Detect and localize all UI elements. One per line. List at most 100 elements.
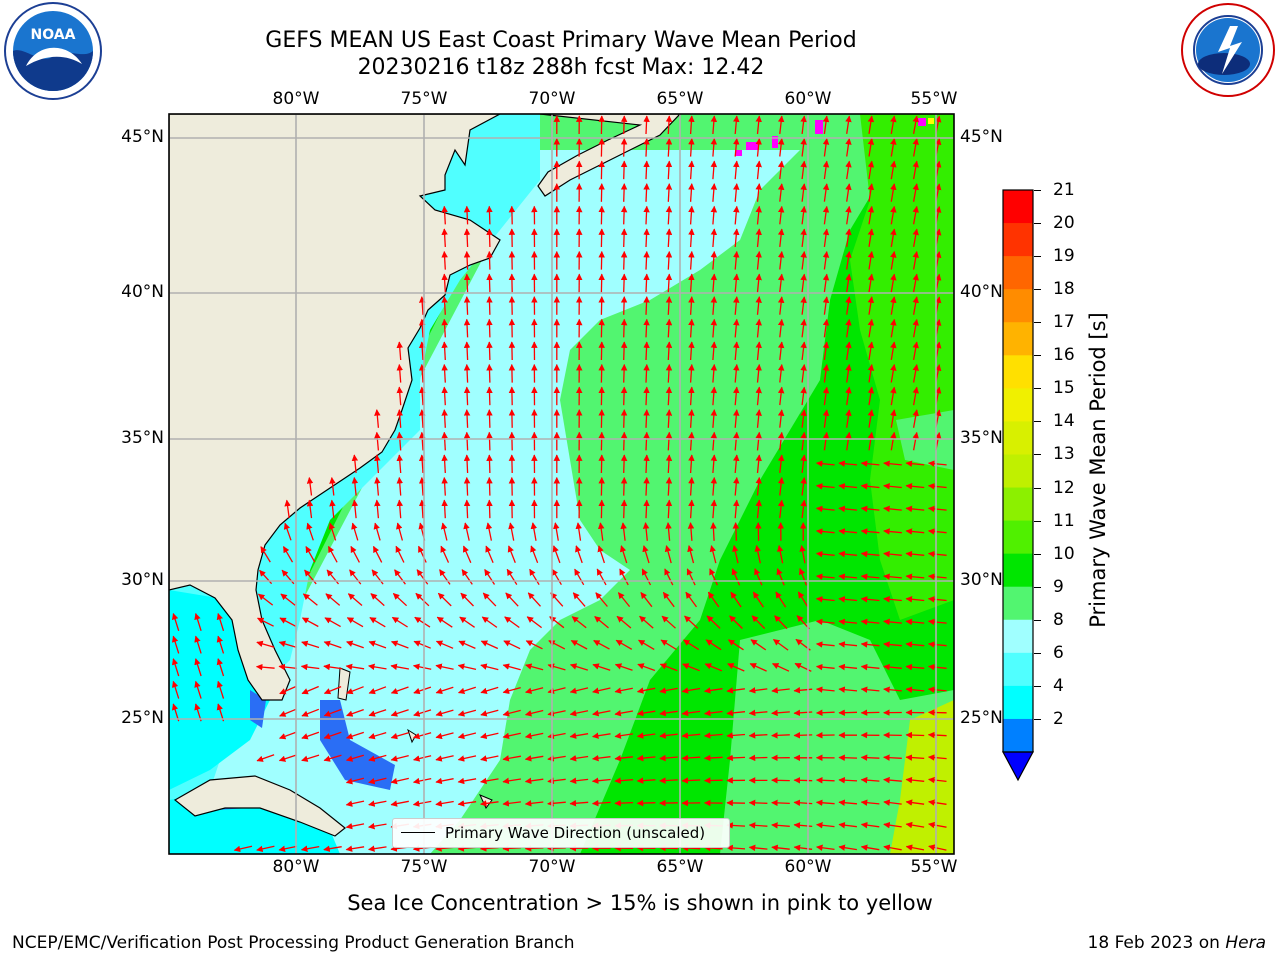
wave-arrow (665, 499, 673, 519)
wave-arrow (905, 596, 925, 603)
wave-arrow (351, 476, 359, 496)
wave-arrow (547, 732, 566, 739)
wave-arrow (547, 663, 566, 671)
wave-arrow (733, 363, 740, 383)
wave-arrow (418, 386, 426, 406)
wave-arrow (486, 409, 493, 428)
wave-arrow (620, 115, 628, 135)
wave-arrow (396, 386, 403, 406)
wave-arrow (905, 844, 925, 851)
wave-arrow (883, 754, 902, 761)
wave-arrow (396, 431, 403, 451)
wave-arrow (592, 663, 611, 671)
wave-arrow (815, 550, 835, 558)
wave-arrow (845, 115, 852, 134)
wave-arrow (845, 228, 852, 247)
wave-arrow (800, 499, 807, 519)
wave-arrow (800, 431, 807, 451)
wave-arrow (301, 640, 320, 649)
wave-arrow (927, 686, 947, 693)
wave-arrow (575, 545, 583, 564)
wave-arrow (912, 160, 919, 180)
wave-arrow (480, 709, 499, 717)
wave-arrow (815, 799, 835, 806)
wave-arrow (616, 615, 632, 629)
wave-arrow (748, 687, 768, 694)
lon-label-bottom-75w: 75°W (400, 857, 448, 877)
wave-arrow (569, 777, 589, 784)
wave-arrow (883, 596, 902, 603)
wave-arrow (883, 483, 902, 490)
wave-arrow (797, 591, 809, 608)
wave-arrow (883, 618, 902, 626)
wave-arrow (748, 822, 768, 829)
wave-arrow (418, 499, 426, 519)
wave-arrow (665, 183, 673, 202)
wave-arrow (883, 505, 902, 513)
wave-arrow (486, 341, 493, 361)
wave-arrow (524, 777, 544, 785)
wave-arrow (705, 639, 722, 651)
wave-arrow (815, 460, 835, 467)
wave-arrow (890, 386, 897, 406)
wave-arrow (370, 593, 385, 607)
wave-arrow (463, 341, 471, 361)
lat-label-right-30n: 30°N (960, 570, 1003, 590)
wave-arrow (867, 228, 875, 248)
wave-arrow (867, 273, 875, 293)
wave-arrow (441, 431, 448, 451)
wave-arrow (463, 205, 471, 225)
colorbar-band (1003, 520, 1033, 555)
wave-arrow (368, 800, 387, 807)
wave-arrow (462, 545, 472, 563)
wave-arrow (928, 776, 947, 784)
wave-arrow (890, 228, 897, 248)
wave-arrow (688, 205, 695, 225)
wave-arrow (777, 499, 785, 519)
colorbar-band (1003, 685, 1033, 720)
wave-arrow (350, 545, 360, 563)
lon-label-bottom-70w: 70°W (528, 857, 576, 877)
wave-arrow (526, 616, 542, 629)
legend-line-swatch (401, 832, 435, 833)
wave-arrow (710, 273, 718, 293)
wave-arrow (815, 528, 835, 535)
wave-arrow (486, 318, 493, 338)
wave-arrow (709, 568, 718, 586)
wave-arrow (845, 205, 852, 225)
wave-arrow (638, 639, 655, 650)
wave-arrow (838, 641, 858, 648)
wave-arrow (662, 591, 675, 608)
wave-arrow (594, 615, 609, 629)
wave-arrow (643, 160, 650, 180)
wave-arrow (643, 205, 650, 225)
wave-arrow (441, 273, 448, 293)
colorbar-tick-mark (1034, 256, 1041, 258)
wave-arrow (883, 663, 902, 671)
wave-arrow (688, 409, 695, 428)
wave-arrow (441, 205, 448, 225)
wave-arrow (551, 568, 562, 586)
wave-arrow (800, 409, 807, 428)
wave-arrow (260, 546, 271, 563)
wave-arrow (346, 708, 364, 717)
wave-arrow (547, 755, 566, 762)
wave-arrow (620, 341, 628, 361)
wave-arrow (504, 616, 520, 629)
wave-arrow (912, 138, 919, 157)
wave-arrow (838, 776, 858, 784)
wave-arrow (703, 754, 723, 762)
colorbar-tick-mark (1034, 190, 1041, 191)
wave-arrow (838, 754, 858, 761)
wave-arrow (665, 296, 673, 315)
wave-arrow (461, 569, 473, 585)
wave-arrow (822, 296, 830, 315)
wave-arrow (822, 160, 830, 180)
wave-arrow (727, 663, 745, 672)
wave-arrow (890, 409, 897, 428)
wave-arrow (328, 522, 337, 541)
wave-arrow (688, 137, 695, 157)
wave-arrow (890, 138, 897, 157)
wave-arrow (822, 341, 830, 360)
wave-arrow (665, 454, 673, 474)
